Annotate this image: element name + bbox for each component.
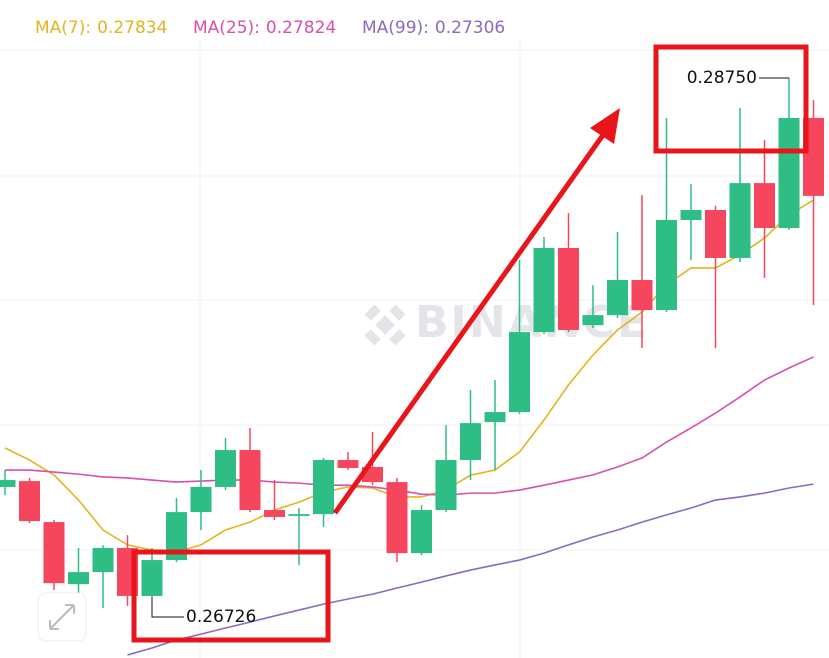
candle-body — [558, 247, 579, 331]
legend-name: MA(7): — [35, 18, 91, 38]
candle-body — [631, 280, 653, 311]
low-leader — [151, 596, 184, 618]
highlight-box — [131, 549, 331, 643]
candle-body — [0, 480, 16, 487]
low-label: 0.26726 — [186, 607, 256, 627]
candle-body — [166, 512, 187, 561]
candle-body — [778, 117, 800, 228]
ma-line — [127, 483, 814, 656]
legend-name: MA(99): — [362, 18, 429, 38]
watermark: BINANCE — [364, 297, 647, 348]
candle-body — [656, 220, 677, 311]
candle-body — [460, 423, 481, 461]
candle-body — [705, 210, 726, 258]
candle-body — [239, 450, 261, 511]
candle-body — [288, 514, 310, 516]
candle-body — [141, 560, 163, 596]
legend-value: 0.27824 — [266, 18, 336, 38]
legend-entry: MA(7): 0.27834 — [35, 18, 167, 38]
candle-body — [190, 486, 212, 513]
candle-body — [509, 332, 530, 413]
legend: MA(7): 0.27834 MA(25): 0.27824 MA(99): 0.2730… — [35, 18, 505, 38]
legend-entry: MA(99): 0.27306 — [362, 18, 505, 38]
candle-body — [337, 460, 359, 468]
legend-entry: MA(25): 0.27824 — [193, 18, 336, 38]
candle-body — [19, 481, 40, 522]
candle-body — [386, 482, 408, 554]
legend-value: 0.27306 — [435, 18, 505, 38]
trend-arrow — [332, 133, 606, 515]
plot: 0.28750 0.26726 — [0, 68, 824, 656]
candle-body — [754, 183, 775, 228]
expand-button[interactable] — [37, 592, 87, 642]
annotations-shapes — [131, 44, 809, 643]
candle-body — [680, 210, 702, 221]
candle-body — [68, 572, 89, 585]
candle-body — [484, 412, 506, 423]
candle-body — [533, 247, 555, 333]
candle-body — [729, 183, 751, 258]
highlight-box — [653, 44, 809, 154]
candle-body — [435, 460, 457, 511]
candle-body — [411, 510, 432, 554]
ma-line — [5, 356, 814, 496]
candle-body — [215, 450, 236, 487]
arrow-head — [590, 108, 620, 144]
legend-name: MA(25): — [193, 18, 260, 38]
high-label: 0.28750 — [687, 68, 757, 88]
ma-line — [4, 199, 814, 553]
candle-body — [264, 510, 285, 517]
legend-value: 0.27834 — [97, 18, 167, 38]
candle-body — [43, 522, 65, 584]
candle-body — [313, 460, 334, 515]
candle-body — [607, 280, 628, 316]
candle-body — [582, 315, 604, 326]
candle-body — [92, 547, 114, 573]
